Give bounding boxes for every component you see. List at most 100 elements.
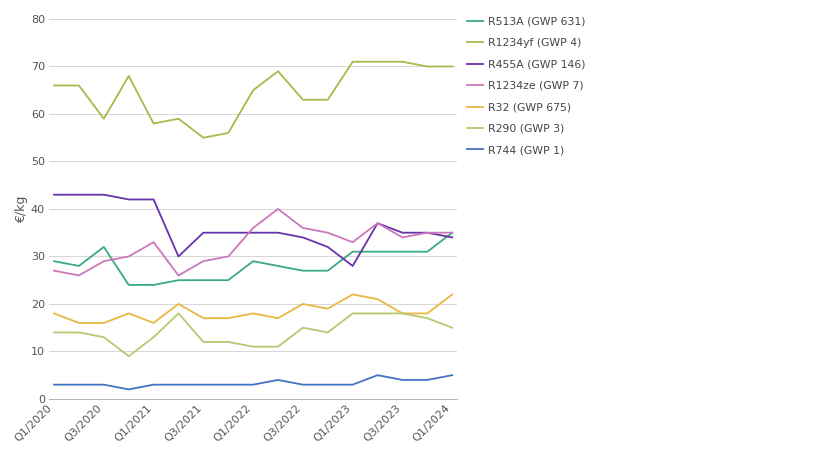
R32 (GWP 675) (447, 291, 457, 297)
R455A (GWP 146) (148, 197, 158, 202)
R513A (GWP 631) (323, 268, 333, 274)
R32 (GWP 675) (348, 291, 358, 297)
R455A (GWP 146) (199, 230, 209, 235)
Line: R744 (GWP 1): R744 (GWP 1) (54, 375, 452, 389)
R1234yf (GWP 4) (447, 64, 457, 69)
R744 (GWP 1) (348, 382, 358, 387)
R513A (GWP 631) (148, 282, 158, 288)
R1234yf (GWP 4) (99, 116, 108, 122)
R1234ze (GWP 7) (124, 254, 134, 259)
R290 (GWP 3) (447, 325, 457, 330)
R32 (GWP 675) (74, 320, 84, 326)
Line: R32 (GWP 675): R32 (GWP 675) (54, 294, 452, 323)
R455A (GWP 146) (348, 263, 358, 269)
R32 (GWP 675) (298, 301, 308, 307)
R1234yf (GWP 4) (49, 83, 59, 88)
R32 (GWP 675) (323, 306, 333, 312)
R1234yf (GWP 4) (348, 59, 358, 65)
R513A (GWP 631) (49, 258, 59, 264)
R32 (GWP 675) (223, 315, 233, 321)
R744 (GWP 1) (199, 382, 209, 387)
R513A (GWP 631) (372, 249, 382, 254)
R455A (GWP 146) (447, 235, 457, 240)
R32 (GWP 675) (49, 311, 59, 316)
Line: R1234ze (GWP 7): R1234ze (GWP 7) (54, 209, 452, 275)
R1234ze (GWP 7) (422, 230, 432, 235)
R1234yf (GWP 4) (199, 135, 209, 140)
R1234ze (GWP 7) (249, 225, 258, 231)
R1234yf (GWP 4) (148, 121, 158, 126)
R513A (GWP 631) (422, 249, 432, 254)
R744 (GWP 1) (447, 372, 457, 378)
R744 (GWP 1) (422, 377, 432, 383)
R1234ze (GWP 7) (348, 240, 358, 245)
R513A (GWP 631) (273, 263, 283, 269)
R1234yf (GWP 4) (298, 97, 308, 102)
R32 (GWP 675) (398, 311, 408, 316)
R513A (GWP 631) (398, 249, 408, 254)
R455A (GWP 146) (99, 192, 108, 197)
R1234ze (GWP 7) (223, 254, 233, 259)
R744 (GWP 1) (124, 386, 134, 392)
R1234ze (GWP 7) (199, 258, 209, 264)
R1234yf (GWP 4) (422, 64, 432, 69)
R32 (GWP 675) (273, 315, 283, 321)
R290 (GWP 3) (422, 315, 432, 321)
R744 (GWP 1) (99, 382, 108, 387)
R744 (GWP 1) (174, 382, 183, 387)
R744 (GWP 1) (298, 382, 308, 387)
R1234ze (GWP 7) (372, 220, 382, 226)
R290 (GWP 3) (99, 335, 108, 340)
R513A (GWP 631) (298, 268, 308, 274)
Y-axis label: €/kg: €/kg (15, 195, 28, 223)
R1234yf (GWP 4) (223, 130, 233, 136)
R290 (GWP 3) (372, 311, 382, 316)
R32 (GWP 675) (99, 320, 108, 326)
Line: R513A (GWP 631): R513A (GWP 631) (54, 233, 452, 285)
R455A (GWP 146) (49, 192, 59, 197)
R1234yf (GWP 4) (323, 97, 333, 102)
R455A (GWP 146) (124, 197, 134, 202)
R744 (GWP 1) (273, 377, 283, 383)
R1234ze (GWP 7) (49, 268, 59, 274)
R290 (GWP 3) (148, 335, 158, 340)
R455A (GWP 146) (273, 230, 283, 235)
R32 (GWP 675) (148, 320, 158, 326)
R32 (GWP 675) (249, 311, 258, 316)
R744 (GWP 1) (323, 382, 333, 387)
R1234ze (GWP 7) (74, 273, 84, 278)
R290 (GWP 3) (323, 330, 333, 335)
R513A (GWP 631) (99, 244, 108, 250)
R455A (GWP 146) (323, 244, 333, 250)
R513A (GWP 631) (447, 230, 457, 235)
Line: R1234yf (GWP 4): R1234yf (GWP 4) (54, 62, 452, 138)
R1234ze (GWP 7) (447, 230, 457, 235)
R744 (GWP 1) (398, 377, 408, 383)
R1234yf (GWP 4) (174, 116, 183, 122)
R290 (GWP 3) (273, 344, 283, 349)
R1234ze (GWP 7) (99, 258, 108, 264)
R32 (GWP 675) (124, 311, 134, 316)
R455A (GWP 146) (223, 230, 233, 235)
R290 (GWP 3) (74, 330, 84, 335)
R455A (GWP 146) (74, 192, 84, 197)
R1234yf (GWP 4) (74, 83, 84, 88)
Line: R455A (GWP 146): R455A (GWP 146) (54, 195, 452, 266)
R32 (GWP 675) (372, 297, 382, 302)
R290 (GWP 3) (174, 311, 183, 316)
R513A (GWP 631) (249, 258, 258, 264)
R290 (GWP 3) (49, 330, 59, 335)
R513A (GWP 631) (223, 277, 233, 283)
R290 (GWP 3) (223, 339, 233, 345)
R32 (GWP 675) (174, 301, 183, 307)
R290 (GWP 3) (298, 325, 308, 330)
R1234yf (GWP 4) (273, 68, 283, 74)
R1234ze (GWP 7) (323, 230, 333, 235)
R290 (GWP 3) (398, 311, 408, 316)
R513A (GWP 631) (124, 282, 134, 288)
R513A (GWP 631) (74, 263, 84, 269)
R1234ze (GWP 7) (298, 225, 308, 231)
R1234ze (GWP 7) (273, 206, 283, 212)
R455A (GWP 146) (174, 254, 183, 259)
R455A (GWP 146) (422, 230, 432, 235)
